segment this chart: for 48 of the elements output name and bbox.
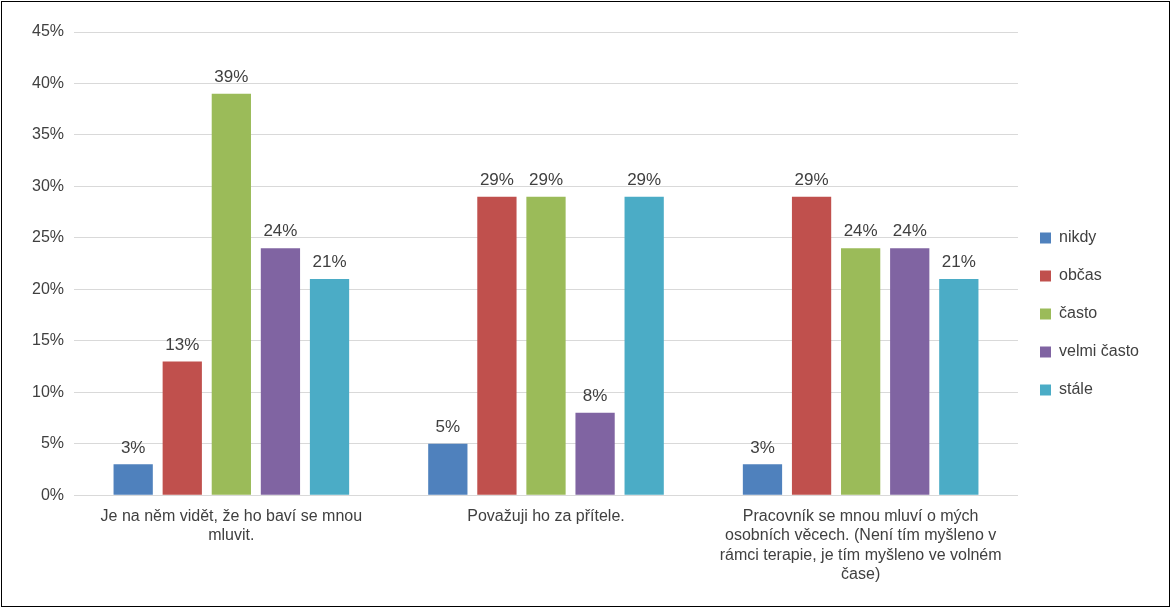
y-tick-label: 5% (40, 434, 65, 452)
bar (428, 443, 468, 495)
y-tick-label: 0% (40, 485, 65, 503)
bar (526, 196, 566, 495)
bar (211, 93, 251, 495)
data-label: 8% (582, 386, 608, 406)
x-tick-label: Považuji ho za přítele. (467, 507, 625, 525)
data-label: 5% (435, 416, 461, 436)
data-label: 21% (312, 252, 347, 272)
data-label: 29% (627, 169, 662, 189)
bar (742, 464, 783, 495)
bar (309, 279, 350, 495)
bar (939, 279, 979, 495)
legend-label: stále (1058, 380, 1093, 398)
bar (575, 412, 615, 495)
data-label: 21% (941, 252, 976, 272)
data-label: 24% (843, 221, 878, 241)
data-label: 29% (794, 169, 829, 189)
y-tick-label: 10% (31, 382, 65, 400)
x-tick-label: Je na něm vidět, že ho baví se mnou mluvit. (100, 507, 363, 544)
data-label: 24% (263, 221, 298, 241)
bar (890, 248, 930, 495)
y-tick-label: 45% (31, 22, 65, 40)
bar (162, 361, 202, 495)
data-label: 3% (750, 437, 775, 457)
data-label: 29% (528, 169, 564, 189)
y-tick-label: 20% (31, 279, 65, 297)
y-tick-label: 40% (31, 73, 65, 91)
bar (791, 196, 832, 495)
y-tick-label: 30% (31, 176, 65, 194)
data-label: 39% (214, 66, 249, 86)
data-label: 3% (120, 437, 146, 457)
legend-label: velmi často (1058, 342, 1140, 360)
y-tick-label: 15% (31, 331, 65, 349)
legend-label: občas (1058, 266, 1102, 284)
bar (841, 248, 881, 495)
y-tick-label: 25% (31, 228, 65, 246)
bar (624, 196, 664, 495)
legend-label: často (1058, 304, 1098, 322)
bar (477, 196, 517, 495)
data-label: 24% (892, 221, 927, 241)
y-tick-label: 35% (31, 125, 65, 143)
legend-label: nikdy (1058, 228, 1097, 246)
bar (260, 248, 301, 495)
data-label: 13% (165, 334, 200, 354)
x-tick-label: Pracovník se mnou mluví o mých osobních věcech. (Není tím myšleno v rámci terapie, je tím myšleno ve volném čase) (719, 507, 1002, 582)
data-label: 29% (479, 169, 514, 189)
bar (113, 464, 153, 495)
